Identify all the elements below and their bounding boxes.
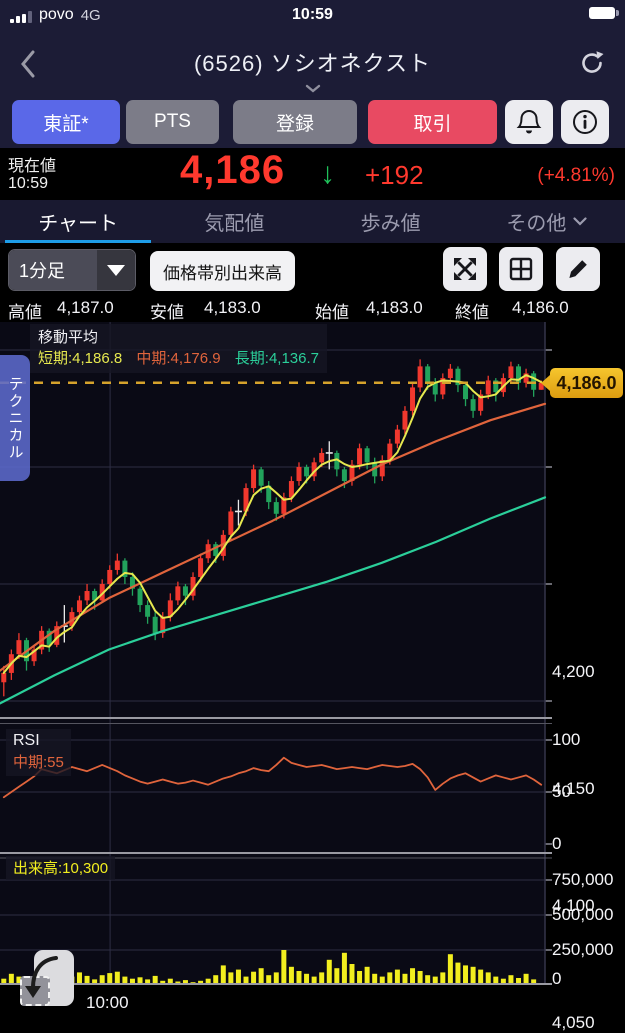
chevron-down-icon[interactable] — [305, 80, 321, 98]
ma-long-value: 長期:4,136.7 — [234, 350, 319, 367]
chevron-left-icon — [21, 50, 35, 78]
current-price-label: 現在値 — [8, 158, 57, 175]
volume-by-price-button[interactable]: 価格帯別出来高 — [150, 251, 295, 291]
alert-bell-button[interactable] — [505, 100, 553, 144]
open-label: 始値 — [315, 303, 349, 322]
bell-icon — [516, 109, 542, 134]
low-label: 安値 — [150, 303, 184, 322]
open-value: 4,183.0 — [366, 298, 423, 317]
price-change-percent: (+4.81%) — [537, 165, 615, 186]
tab-chart-label: チャート — [38, 213, 119, 235]
grid-icon — [509, 257, 533, 281]
technical-side-tab[interactable]: テクニカル — [0, 355, 30, 481]
rsi-value: 中期:55 — [13, 754, 64, 771]
battery-icon — [589, 7, 619, 19]
refresh-button[interactable] — [573, 44, 611, 82]
draw-tool-button[interactable] — [556, 247, 600, 291]
high-value: 4,187.0 — [57, 298, 114, 317]
tab-tick-history-label: 歩み値 — [360, 213, 421, 235]
rsi-axis-tick: 0 — [552, 834, 562, 853]
volume-axis-tick: 0 — [552, 969, 562, 988]
tab-quote-board[interactable]: 気配値 — [156, 200, 312, 243]
register-button[interactable]: 登録 — [233, 100, 357, 144]
volume-axis-tick: 750,000 — [552, 870, 614, 889]
network-type-label: 4G — [80, 7, 101, 24]
trade-button[interactable]: 取引 — [368, 100, 497, 144]
tab-chart[interactable]: チャート — [0, 200, 156, 243]
ma-mid-value: 中期:4,176.9 — [136, 350, 221, 367]
ma-legend-title: 移動平均 — [38, 329, 99, 346]
chart-canvas[interactable] — [0, 322, 625, 985]
current-price-panel: 現在値 10:59 4,186 ↓ +192 (+4.81%) — [0, 148, 625, 200]
tab-others[interactable]: その他 — [469, 200, 625, 243]
y-axis-tick: 4,050 — [552, 1013, 595, 1032]
fullscreen-button[interactable] — [443, 247, 487, 291]
ohlc-summary: 高値 4,187.0 安値 4,183.0 始値 4,183.0 終値 4,18… — [0, 296, 625, 322]
current-price-badge: 4,186.0 — [541, 368, 623, 398]
ma-short-value: 短期:4,186.8 — [38, 350, 123, 367]
page-title: (6526) ソシオネクスト — [193, 51, 432, 76]
pts-button[interactable]: PTS — [126, 100, 219, 144]
tab-others-label: その他 — [506, 213, 567, 235]
volume-legend: 出来高:10,300 — [6, 856, 116, 880]
save-chart-button[interactable] — [20, 950, 74, 1014]
tab-tick-history[interactable]: 歩み値 — [313, 200, 469, 243]
cellular-signal-icon — [10, 11, 32, 24]
low-value: 4,183.0 — [204, 298, 261, 317]
chart-region: 移動平均 短期:4,186.8 中期:4,176.9 長期:4,136.7 テク… — [0, 322, 625, 1032]
rsi-axis-tick: 100 — [552, 730, 581, 749]
curved-arrow-icon — [25, 956, 58, 998]
y-axis-tick: 4,100 — [552, 896, 595, 915]
carrier-label: povo — [39, 6, 74, 23]
expand-arrows-icon — [454, 258, 476, 280]
price-change: +192 — [365, 160, 424, 190]
exchange-tse-button[interactable]: 東証* — [12, 100, 120, 144]
downtick-arrow-icon: ↓ — [320, 157, 335, 190]
chart-controls: 1分足 価格帯別出来高 — [0, 243, 625, 296]
rsi-axis-tick: 50 — [552, 782, 571, 801]
x-axis-time-tick: 10:00 — [86, 993, 129, 1012]
caret-down-icon — [107, 264, 125, 276]
quote-time: 10:59 — [8, 175, 49, 192]
tab-bar: チャート 気配値 歩み値 その他 — [0, 200, 625, 243]
close-label: 終値 — [455, 303, 489, 322]
y-axis-tick: 4,150 — [552, 779, 595, 798]
chevron-down-icon — [573, 217, 587, 226]
pencil-icon — [569, 260, 587, 278]
dropdown-caret — [97, 250, 135, 290]
grid-layout-button[interactable] — [499, 247, 543, 291]
volume-axis-tick: 500,000 — [552, 905, 614, 924]
info-icon — [573, 110, 597, 134]
interval-selected-value: 1分足 — [9, 250, 97, 290]
info-button[interactable] — [561, 100, 609, 144]
current-price-value: 4,186 — [180, 148, 286, 192]
y-axis-tick: 4,200 — [552, 662, 595, 681]
close-value: 4,186.0 — [512, 298, 569, 317]
volume-axis-tick: 250,000 — [552, 940, 614, 959]
high-label: 高値 — [8, 303, 42, 322]
refresh-arrowhead — [596, 51, 604, 59]
tab-quote-board-label: 気配値 — [204, 213, 265, 235]
rsi-legend: RSI 中期:55 — [6, 729, 71, 776]
moving-average-legend: 移動平均 短期:4,186.8 中期:4,176.9 長期:4,136.7 — [30, 324, 327, 373]
toolbar: 東証* PTS 登録 取引 — [0, 96, 625, 148]
interval-dropdown[interactable]: 1分足 — [8, 249, 136, 291]
rsi-title: RSI — [13, 732, 40, 749]
back-button[interactable] — [10, 44, 46, 84]
app-header: (6526) ソシオネクスト — [0, 30, 625, 96]
status-bar: povo 4G 10:59 — [0, 0, 625, 30]
